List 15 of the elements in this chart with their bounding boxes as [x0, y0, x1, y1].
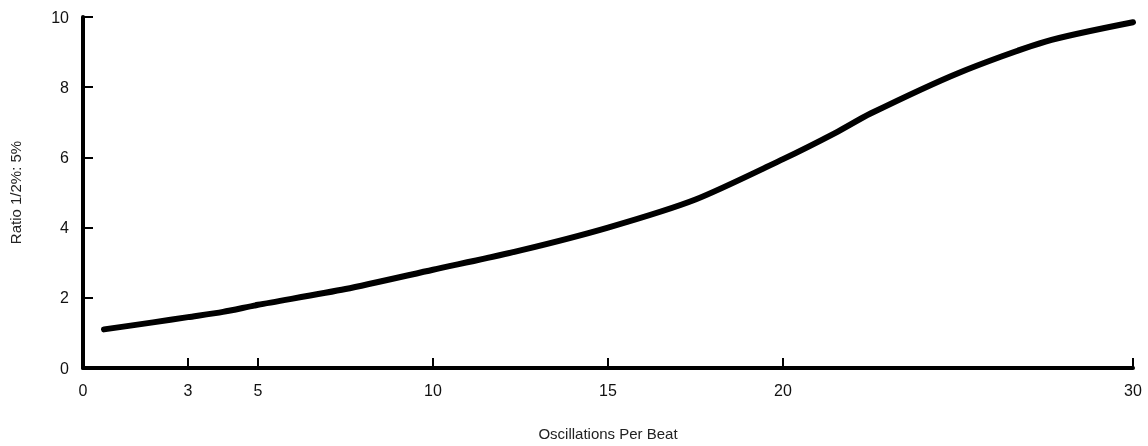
x-tick-label: 0: [78, 381, 88, 399]
x-tick-label: 10: [424, 381, 442, 399]
y-tick-label: 4: [60, 219, 70, 237]
y-tick-label: 2: [60, 289, 70, 307]
x-tick-label: 15: [599, 381, 617, 399]
y-axis-title: Ratio 1/2%: 5%: [7, 140, 24, 245]
x-tick-label: 3: [183, 381, 193, 399]
x-tick-label: 5: [253, 381, 263, 399]
x-tick-label: 30: [1124, 381, 1142, 399]
x-axis-title: Oscillations Per Beat: [538, 425, 679, 442]
y-tick-label: 10: [51, 8, 70, 26]
y-tick-label: 8: [60, 78, 70, 96]
x-tick-label: 20: [774, 381, 792, 399]
y-tick-label: 6: [60, 148, 70, 166]
y-tick-label: 0: [60, 359, 70, 377]
